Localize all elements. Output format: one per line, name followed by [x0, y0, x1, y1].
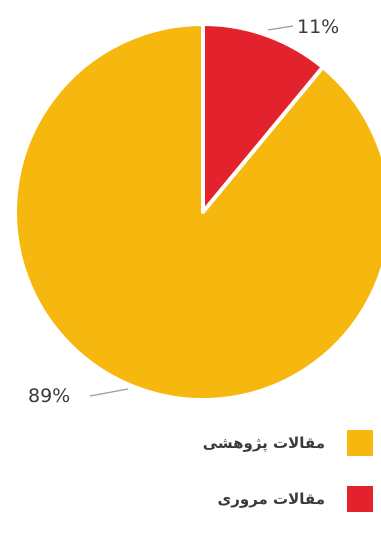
legend-label-review-articles: مقالات مروری — [217, 490, 325, 508]
slice-research-articles — [13, 22, 381, 402]
legend-swatch-research-articles — [347, 430, 373, 456]
legend-label-research-articles: مقالات پژوهشی — [202, 434, 325, 452]
leader-line — [267, 25, 294, 31]
pie-chart: 11% 89% — [13, 16, 381, 407]
leader-line — [89, 388, 129, 397]
legend-item-review-articles: مقالات مروری — [153, 484, 373, 514]
legend-swatch-review-articles — [347, 486, 373, 512]
label-leaders — [89, 25, 294, 397]
value-label-research-articles: 89% — [28, 385, 70, 407]
legend-item-research-articles: مقالات پژوهشی — [153, 428, 373, 458]
legend: مقالات پژوهشی مقالات مروری — [153, 428, 373, 540]
pie-slices — [13, 22, 381, 402]
value-label-review-articles: 11% — [297, 16, 339, 38]
pie-labels: 11% 89% — [28, 16, 339, 407]
slice-review-articles — [201, 22, 325, 214]
